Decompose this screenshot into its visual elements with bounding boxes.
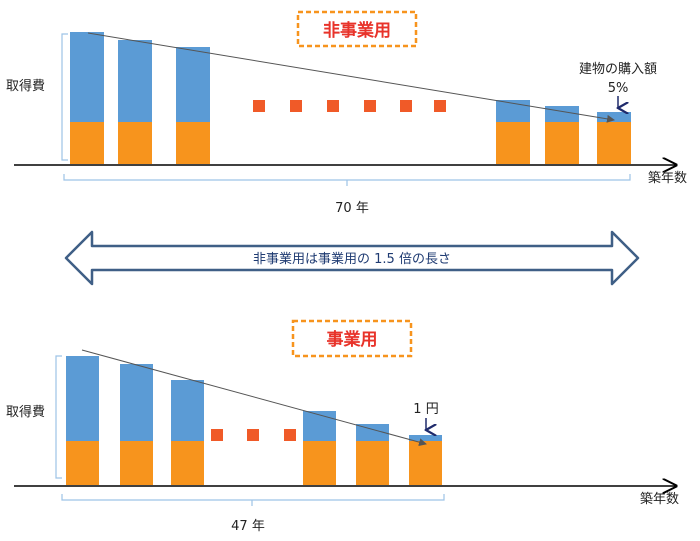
bottom-title-box — [291, 319, 413, 358]
bottom-ylabel: 取得費 — [6, 404, 45, 420]
top-bar-1-base — [70, 122, 104, 164]
top-bar-2-top — [118, 40, 152, 122]
bottom-bar-4-base — [303, 441, 336, 485]
bottom-bar-2-base — [120, 441, 153, 485]
top-bar-3-top — [176, 47, 210, 122]
bottom-bar-3-top — [171, 380, 204, 441]
bottom-bar-1-base — [66, 441, 99, 485]
top-end-label: 建物の購入額 — [579, 62, 657, 77]
middle-double-arrow: 非事業用は事業用の 1.5 倍の長さ — [64, 230, 640, 286]
bottom-bar-5-top — [356, 424, 389, 441]
top-bar-6-top — [597, 112, 631, 122]
bottom-end-label: 1 円 — [413, 402, 438, 417]
bottom-panel: 事業用 取得費 築年数 47 年 1 円 — [6, 319, 679, 534]
bottom-y-brace — [55, 355, 62, 479]
bottom-bar-6-base — [409, 441, 442, 485]
top-ellipsis-dot — [253, 100, 265, 112]
top-trend-line — [87, 32, 615, 123]
bottom-bar-6-top — [409, 435, 442, 441]
top-ylabel: 取得費 — [6, 78, 45, 94]
bottom-bar-5-base — [356, 441, 389, 485]
top-xlabel: 築年数 — [648, 171, 687, 186]
bottom-trend-line — [81, 349, 427, 447]
top-bar-4-top — [496, 100, 530, 122]
bottom-title: 事業用 — [327, 329, 378, 350]
bottom-span-label: 47 年 — [231, 519, 265, 534]
top-y-brace — [61, 33, 68, 161]
top-bar-5-top — [545, 106, 579, 122]
top-panel: 非事業用 取得費 築年数 70 年 建物の購入額 5% — [6, 10, 687, 216]
bottom-bar-2-top — [120, 364, 153, 441]
double-arrow-shape — [64, 230, 640, 286]
top-bar-1-top — [70, 32, 104, 122]
top-bar-2-base — [118, 122, 152, 164]
top-ellipsis-dot — [364, 100, 376, 112]
top-bar-6-base — [597, 122, 631, 164]
top-ellipsis-dot — [400, 100, 412, 112]
top-end-value: 5% — [608, 81, 629, 96]
top-ellipsis-dot — [434, 100, 446, 112]
bottom-bar-3-base — [171, 441, 204, 485]
bottom-bar-1-top — [66, 356, 99, 441]
top-ellipsis-dot — [290, 100, 302, 112]
double-arrow-text: 非事業用は事業用の 1.5 倍の長さ — [253, 251, 451, 267]
top-span-brace — [63, 174, 631, 186]
bottom-ellipsis-dot — [284, 429, 296, 441]
bottom-ellipsis-dot — [211, 429, 223, 441]
top-bar-3-base — [176, 122, 210, 164]
bottom-bar-4-top — [303, 411, 336, 441]
top-bar-4-base — [496, 122, 530, 164]
bottom-span-brace — [61, 494, 445, 506]
top-span-label: 70 年 — [335, 201, 369, 216]
bottom-xlabel: 築年数 — [640, 492, 679, 507]
top-bar-5-base — [545, 122, 579, 164]
top-title-box — [296, 10, 418, 48]
top-title: 非事業用 — [323, 20, 391, 41]
top-ellipsis-dot — [327, 100, 339, 112]
bottom-ellipsis-dot — [247, 429, 259, 441]
